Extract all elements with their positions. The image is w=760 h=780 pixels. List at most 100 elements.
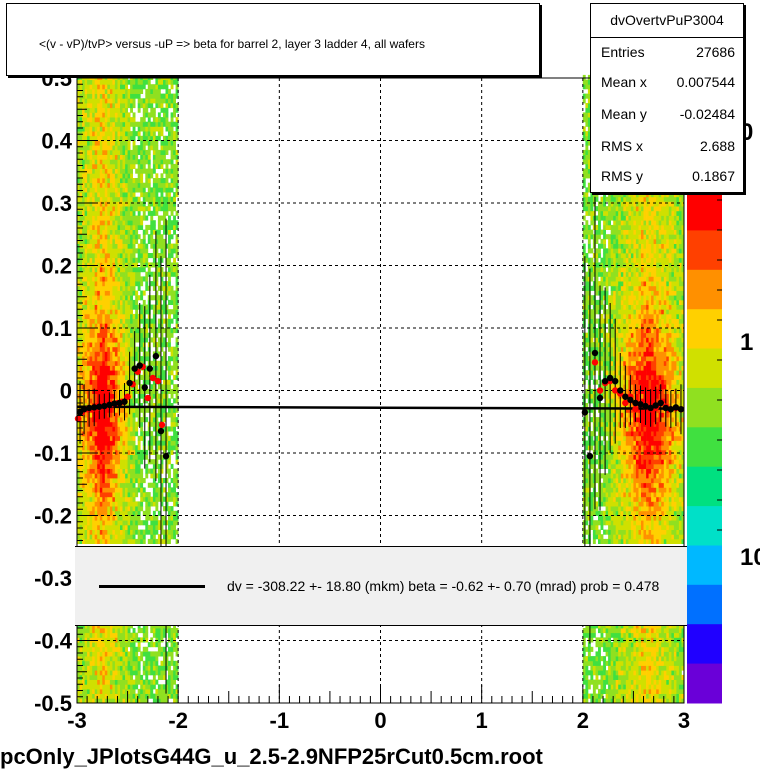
heat-cell [582,492,586,498]
heat-cell [109,337,113,343]
heat-cell [147,688,151,694]
heat-cell [165,332,169,338]
heat-cell [94,84,98,90]
heat-cell [127,693,131,699]
heat-cell [137,379,141,385]
heat-cell [117,356,121,362]
heat-cell [92,285,96,291]
heat-cell [120,299,123,305]
heat-cell [582,253,586,259]
heat-cell [150,431,154,437]
heat-cell [117,154,121,160]
heat-cell [170,356,174,362]
heat-cell [147,304,151,310]
heat-cell [102,374,106,380]
heat-cell [163,149,166,155]
heat-cell [603,463,606,469]
heat-cell [587,393,591,399]
heat-cell [140,454,144,460]
heat-cell [157,688,161,694]
heat-cell [173,688,176,694]
heat-cell [109,285,113,291]
heat-cell [170,98,174,104]
heat-cell [102,276,106,282]
heat-cell [102,121,106,127]
heat-cell [585,388,589,394]
heat-cell [155,449,159,455]
heat-cell [600,257,604,263]
heat-cell [97,253,101,259]
heat-cell [165,384,169,390]
heat-cell [102,267,106,273]
heat-cell [165,220,169,226]
heat-cell [130,103,133,109]
heat-cell [82,337,85,343]
heat-cell [142,79,146,85]
heat-cell [89,440,93,446]
heat-cell [89,243,93,249]
heat-cell [92,426,96,432]
heat-cell [89,196,93,202]
heat-cell [82,524,85,530]
heat-cell [168,693,171,699]
heat-cell [99,520,103,526]
heat-cell [87,454,90,460]
heat-cell [585,454,589,460]
heat-cell [94,459,98,465]
heat-cell [145,520,149,526]
heat-cell [87,243,90,249]
heat-cell [112,135,116,141]
heat-cell [590,510,594,516]
heat-cell [109,478,113,484]
heat-cell [163,112,166,118]
heat-cell [102,187,106,193]
heat-cell [122,178,126,184]
heat-cell [598,431,601,437]
heat-cell [99,163,103,169]
heat-cell [127,323,131,329]
heat-cell [150,360,154,366]
heat-cell [152,257,156,263]
heat-cell [142,192,146,198]
heat-cell [170,628,174,634]
heat-cell [120,135,123,141]
heat-cell [160,660,164,666]
heat-cell [160,332,164,338]
heat-cell [109,74,113,80]
heat-cell [89,384,93,390]
heat-cell [590,674,594,680]
heat-cell [145,510,149,516]
heat-cell [97,126,101,132]
heat-cell [89,173,93,179]
heat-cell [132,356,136,362]
heat-cell [107,674,111,680]
heat-cell [84,674,88,680]
heat-cell [102,243,106,249]
heat-cell [160,524,164,530]
heat-cell [163,435,166,441]
heat-cell [157,496,161,502]
heat-cell [160,206,164,212]
heat-cell [135,328,139,334]
heat-cell [114,463,118,469]
heat-cell [114,506,118,512]
heat-cell [79,79,83,85]
heat-cell [137,356,141,362]
heat-cell [175,271,179,277]
heat-cell [112,688,116,694]
heat-cell [114,515,118,521]
heat-cell [84,365,88,371]
heat-cell [77,229,80,235]
heat-cell [87,665,90,671]
heat-cell [168,318,171,324]
heat-cell [140,238,144,244]
heat-cell [582,520,586,526]
heat-cell [142,370,146,376]
heat-cell [135,168,139,174]
heat-cell [160,154,164,160]
heat-cell [155,660,159,666]
heat-cell [94,496,98,502]
heat-cell [117,445,121,451]
heat-cell [587,328,591,334]
heat-cell [157,149,161,155]
